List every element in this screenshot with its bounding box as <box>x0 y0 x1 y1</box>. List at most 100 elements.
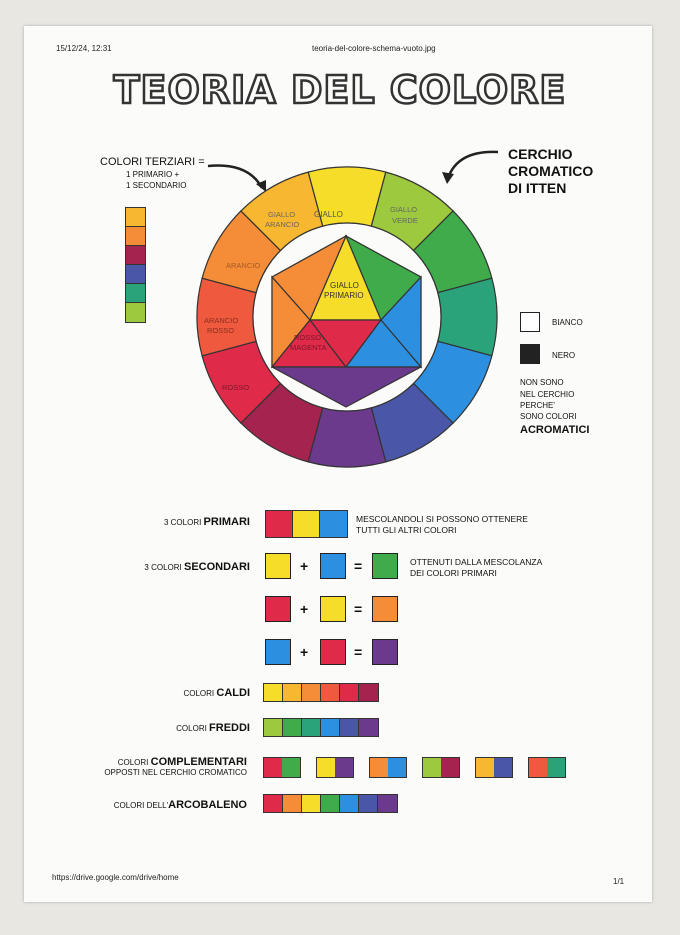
secondari-desc-2: DEI COLORI PRIMARI <box>410 568 497 578</box>
label-complementari: COLORI COMPLEMENTARI <box>117 756 247 768</box>
arcobaleno-strip <box>263 794 398 813</box>
wheel-label-giallo-arancio-2: ARANCIO <box>265 220 299 229</box>
swatch-primary-yellow <box>293 511 320 537</box>
swatch-freddi-2 <box>283 719 302 736</box>
swatch-sec3-red <box>320 639 346 665</box>
swatch-nero <box>520 344 540 364</box>
swatch-blue-green <box>126 284 145 303</box>
equals-3: = <box>354 644 363 660</box>
tertiary-line2: 1 PRIMARIO + <box>126 170 180 179</box>
swatch-arco-5 <box>340 795 359 812</box>
swatch-sec2-red <box>265 596 291 622</box>
primari-desc-1: MESCOLANDOLI SI POSSONO OTTENERE <box>356 514 528 524</box>
tertiary-line3: 1 SECONDARIO <box>126 181 187 190</box>
swatch-magenta <box>126 246 145 265</box>
compl-pair-6 <box>528 757 566 778</box>
inner-triangle-purple <box>271 366 422 408</box>
acromatic-line4: SONO COLORI <box>520 412 577 421</box>
swatch-freddi-5 <box>340 719 359 736</box>
swatch-sec2-yellow <box>320 596 346 622</box>
secondari-desc-1: OTTENUTI DALLA MESCOLANZA <box>410 557 543 567</box>
compl-pair-2 <box>316 757 354 778</box>
acromatic-line2: NEL CERCHIO <box>520 390 575 399</box>
freddi-strip <box>263 718 379 737</box>
swatch-sec3-blue <box>265 639 291 665</box>
equals-1: = <box>354 558 363 574</box>
wheel-label-giallo-verde-2: VERDE <box>392 216 418 225</box>
wheel-label-rosso: ROSSO <box>222 383 249 392</box>
swatch-primary-blue <box>320 511 347 537</box>
swatch-bianco <box>520 312 540 332</box>
swatch-sec3-purple <box>372 639 398 665</box>
itten-line3: DI ITTEN <box>508 180 567 196</box>
plus-2: + <box>300 601 309 617</box>
wheel-label-giallo-verde-1: GIALLO <box>390 205 417 214</box>
swatch-arco-2 <box>283 795 302 812</box>
inner-label-red-2: MAGENTA <box>290 343 327 352</box>
print-timestamp: 15/12/24, 12:31 <box>56 44 112 53</box>
color-wheel: GIALLO GIALLO ARANCIO GIALLO VERDE ARANC… <box>196 166 498 468</box>
swatch-arco-6 <box>359 795 378 812</box>
swatch-freddi-6 <box>359 719 378 736</box>
label-bianco: BIANCO <box>552 318 583 327</box>
label-nero: NERO <box>552 351 576 360</box>
swatch-caldi-5 <box>340 684 359 701</box>
acromatic-line3: PERCHE' <box>520 401 555 410</box>
tertiary-strip <box>125 207 146 323</box>
primari-strip <box>265 510 348 538</box>
wheel-label-arancio-rosso-1: ARANCIO <box>204 316 238 325</box>
compl-pair-4 <box>422 757 460 778</box>
print-filename: teoria-del-colore-schema-vuoto.jpg <box>312 44 436 53</box>
wheel-label-arancio: ARANCIO <box>226 261 260 270</box>
footer-url: https://drive.google.com/drive/home <box>52 873 179 882</box>
label-secondari: 3 COLORI SECONDARI <box>144 561 250 573</box>
swatch-yellow-green <box>126 303 145 322</box>
acromatic-line1: NON SONO <box>520 378 564 387</box>
swatch-sec1-blue <box>320 553 346 579</box>
wheel-label-giallo: GIALLO <box>314 210 343 219</box>
compl-pair-5 <box>475 757 513 778</box>
itten-line2: CROMATICO <box>508 163 594 179</box>
plus-3: + <box>300 644 309 660</box>
swatch-freddi-4 <box>321 719 340 736</box>
caldi-strip <box>263 683 379 702</box>
swatch-sec1-yellow <box>265 553 291 579</box>
swatch-sec1-green <box>372 553 398 579</box>
compl-pair-1 <box>263 757 301 778</box>
arrow-to-wheel <box>446 150 499 179</box>
inner-label-red-1: ROSSO <box>294 333 321 342</box>
wheel-label-giallo-arancio-1: GIALLO <box>268 210 295 219</box>
swatch-caldi-6 <box>359 684 378 701</box>
swatch-arco-3 <box>302 795 321 812</box>
wheel-segments <box>196 166 498 468</box>
wheel-label-arancio-rosso-2: ROSSO <box>207 326 234 335</box>
swatch-sec2-orange <box>372 596 398 622</box>
inner-label-yellow-1: GIALLO <box>330 281 359 290</box>
swatch-caldi-4 <box>321 684 340 701</box>
inner-blue-right <box>380 275 422 369</box>
inner-label-yellow-2: PRIMARIO <box>324 291 364 300</box>
compl-pair-3 <box>369 757 407 778</box>
swatch-freddi-3 <box>302 719 321 736</box>
plus-1: + <box>300 558 309 574</box>
footer-page: 1/1 <box>613 877 625 886</box>
swatch-freddi-1 <box>264 719 283 736</box>
page-title: TEORIA DEL COLORE <box>112 67 567 114</box>
swatch-caldi-1 <box>264 684 283 701</box>
swatch-arco-4 <box>321 795 340 812</box>
label-arcobaleno: COLORI DELL'ARCOBALENO <box>113 799 247 811</box>
acromatic-line5: ACROMATICI <box>520 424 590 436</box>
swatch-caldi-3 <box>302 684 321 701</box>
primari-desc-2: TUTTI GLI ALTRI COLORI <box>356 525 457 535</box>
swatch-primary-red <box>266 511 293 537</box>
swatch-orange <box>126 227 145 246</box>
swatch-caldi-2 <box>283 684 302 701</box>
label-complementari-sub: OPPOSTI NEL CERCHIO CROMATICO <box>104 768 247 777</box>
tertiary-title: COLORI TERZIARI = <box>100 156 205 168</box>
arrow-head-tertiary <box>256 180 266 192</box>
swatch-arco-1 <box>264 795 283 812</box>
equals-2: = <box>354 601 363 617</box>
swatch-arco-7 <box>378 795 397 812</box>
arrow-head-wheel <box>442 172 454 184</box>
